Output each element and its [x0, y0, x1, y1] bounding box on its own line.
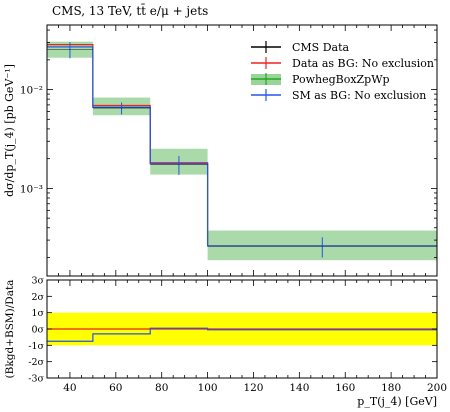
- y-tick-label: 10⁻³: [20, 183, 43, 195]
- main-panel: 10⁻³ 10⁻² CMS Data Data as BG: No exclusio…: [20, 24, 438, 277]
- x-tick-label: 100: [198, 382, 218, 394]
- legend-label: PowhegBoxZpWp: [292, 73, 390, 86]
- x-tick-label: 160: [335, 382, 355, 394]
- x-tick-label: 80: [155, 382, 168, 394]
- ratio-y-tick-label: 2σ: [31, 292, 44, 303]
- ratio-y-tick-label: -3σ: [28, 374, 44, 385]
- series-line: [47, 46, 437, 247]
- ratio-y-tick-label: 0σ: [31, 325, 44, 336]
- chart-title: CMS, 13 TeV, tt̄ e/μ + jets: [52, 2, 208, 18]
- legend-label: SM as BG: No exclusion: [292, 89, 426, 102]
- ratio-y-tick-label: -1σ: [28, 341, 44, 352]
- y-tick-label: 10⁻²: [20, 85, 43, 97]
- legend: CMS Data Data as BG: No exclusion PowhegBo…: [251, 41, 434, 102]
- ratio-y-tick-label: -2σ: [28, 357, 44, 368]
- ratio-y-axis-label: (Bkgd+BSM)/Data: [4, 280, 16, 379]
- x-axis-label: p_T(j_4) [GeV]: [357, 395, 437, 408]
- ratio-y-tick-label: 3σ: [31, 276, 44, 287]
- ratio-y-tick-label: 1σ: [31, 308, 44, 319]
- ratio-line: [47, 327, 437, 342]
- x-tick-label: 180: [381, 382, 401, 394]
- legend-label: CMS Data: [292, 41, 350, 54]
- x-tick-label: 200: [427, 382, 447, 394]
- x-tick-label: 120: [243, 382, 263, 394]
- legend-label: Data as BG: No exclusion: [292, 57, 434, 70]
- x-tick-label: 60: [109, 382, 122, 394]
- x-tick-label: 140: [289, 382, 309, 394]
- y-axis-label: dσ/dp_T(j_4) [pb GeV⁻¹]: [3, 64, 16, 197]
- ratio-panel: 3σ 2σ 1σ 0σ -1σ -2σ -3σ 40 60 80 100 120 140 160 180 2…: [28, 276, 447, 395]
- x-tick-label: 40: [63, 382, 76, 394]
